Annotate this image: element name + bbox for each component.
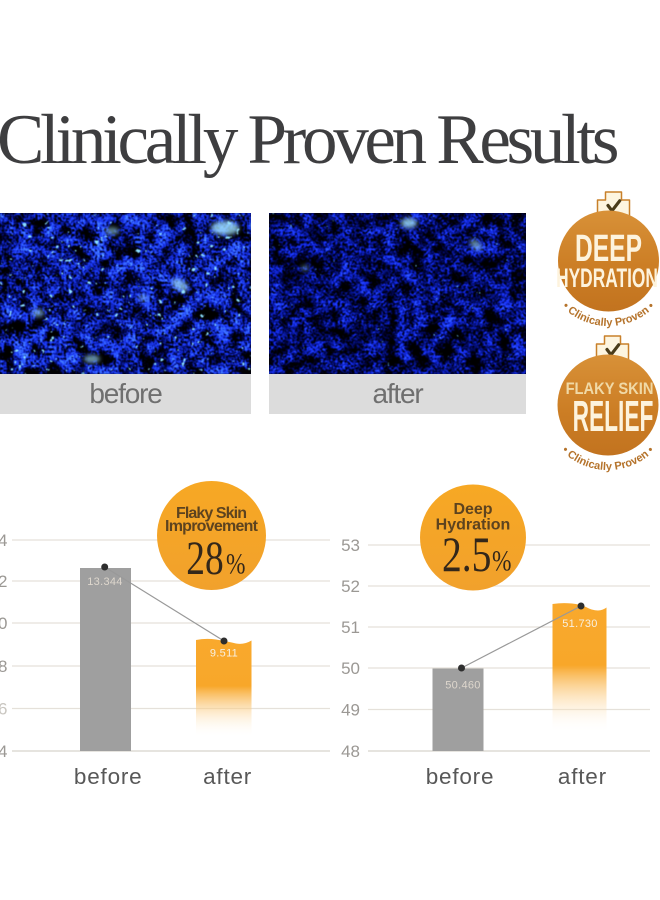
- svg-text:10: 10: [0, 614, 8, 633]
- svg-text:HYDRATION: HYDRATION: [556, 262, 658, 293]
- svg-text:13.344: 13.344: [87, 576, 122, 588]
- svg-text:53: 53: [341, 536, 360, 555]
- svg-text:%: %: [226, 547, 245, 580]
- svg-text:Improvement: Improvement: [165, 518, 259, 535]
- svg-text:50.460: 50.460: [445, 680, 480, 692]
- svg-text:%: %: [492, 544, 511, 577]
- svg-text:after: after: [558, 764, 607, 789]
- svg-text:14: 14: [0, 531, 8, 550]
- svg-text:FLAKY SKIN: FLAKY SKIN: [566, 380, 654, 398]
- svg-text:2.5: 2.5: [442, 527, 491, 582]
- svg-text:48: 48: [341, 742, 360, 761]
- svg-text:Flaky Skin: Flaky Skin: [176, 505, 247, 522]
- svg-text:51: 51: [341, 618, 360, 637]
- svg-text:Hydration: Hydration: [436, 517, 511, 534]
- svg-text:51.730: 51.730: [562, 618, 597, 630]
- svg-text:8: 8: [0, 657, 8, 676]
- svg-text:49: 49: [341, 701, 360, 720]
- svg-text:before: before: [426, 764, 495, 789]
- svg-text:12: 12: [0, 572, 8, 591]
- svg-text:52: 52: [341, 577, 360, 596]
- svg-text:4: 4: [0, 742, 8, 761]
- svg-text:50: 50: [341, 659, 360, 678]
- svg-text:9.511: 9.511: [210, 648, 238, 660]
- svg-text:before: before: [74, 764, 143, 789]
- svg-text:after: after: [203, 764, 252, 789]
- svg-text:6: 6: [0, 700, 8, 719]
- svg-text:DEEP: DEEP: [575, 227, 642, 270]
- svg-text:RELIEF: RELIEF: [573, 392, 654, 441]
- svg-text:Deep: Deep: [453, 501, 492, 518]
- svg-text:28: 28: [186, 533, 223, 585]
